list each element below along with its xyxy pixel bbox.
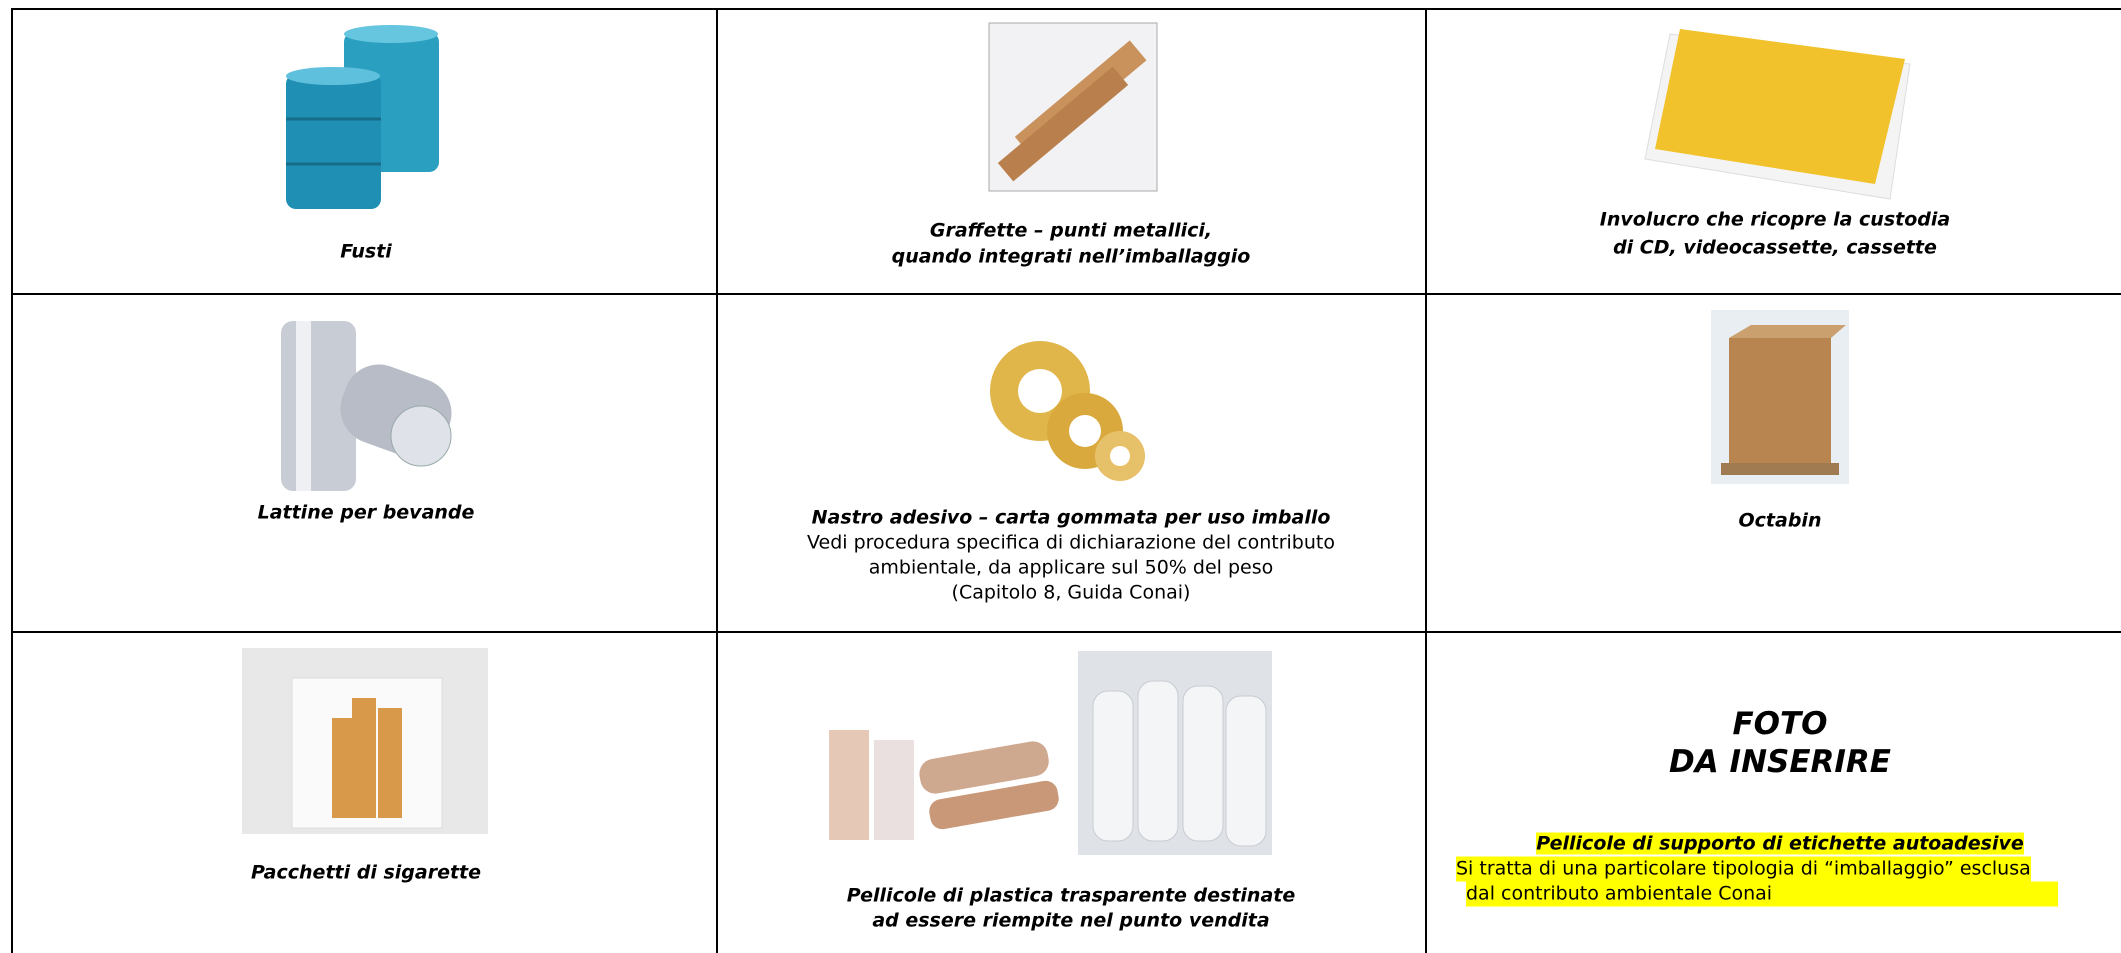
film-rolls-image — [829, 730, 1059, 840]
note: dal contributo ambientale Conai — [1466, 881, 2058, 907]
drums-image — [286, 25, 439, 209]
note: Vedi procedura specifica di dichiarazion… — [806, 531, 1335, 554]
caption: Fusti — [340, 240, 392, 263]
note: (Capitolo 8, Guida Conai) — [951, 581, 1191, 604]
cans-image — [281, 321, 452, 491]
caption: di CD, videocassette, cassette — [1613, 236, 1937, 259]
film-pallet-image — [1078, 651, 1272, 855]
note: Si tratta di una particolare tipologia d… — [1456, 856, 2031, 882]
border — [1425, 8, 1427, 953]
caption: ad essere riempite nel punto vendita — [872, 909, 1270, 932]
border — [11, 8, 13, 953]
border — [11, 8, 2121, 10]
caption: quando integrati nell’imballaggio — [891, 245, 1251, 268]
cd-wrap-image — [1644, 29, 1911, 200]
caption: Pacchetti di sigarette — [250, 861, 482, 884]
border — [11, 293, 2121, 295]
caption: Involucro che ricopre la custodia — [1599, 208, 1951, 231]
staples-image — [988, 22, 1158, 192]
caption: Pellicole di plastica trasparente destin… — [846, 884, 1296, 907]
note: ambientale, da applicare sul 50% del pes… — [868, 556, 1274, 579]
border — [11, 631, 2121, 633]
caption: Octabin — [1738, 509, 1822, 532]
placeholder: FOTO — [1732, 706, 1828, 742]
caption: Pellicole di supporto di etichette autoa… — [1536, 832, 2024, 855]
caption: Nastro adesivo – carta gommata per uso i… — [811, 506, 1331, 529]
caption: Graffette – punti metallici, — [929, 219, 1213, 242]
octabin-image — [1711, 310, 1849, 484]
caption: Lattine per bevande — [257, 501, 475, 524]
tape-image — [990, 341, 1145, 481]
cigarettes-image — [242, 648, 488, 834]
highlight-caption: Pellicole di supporto di etichette autoa… — [1480, 832, 2080, 857]
placeholder: DA INSERIRE — [1669, 744, 1891, 780]
border — [716, 8, 718, 953]
